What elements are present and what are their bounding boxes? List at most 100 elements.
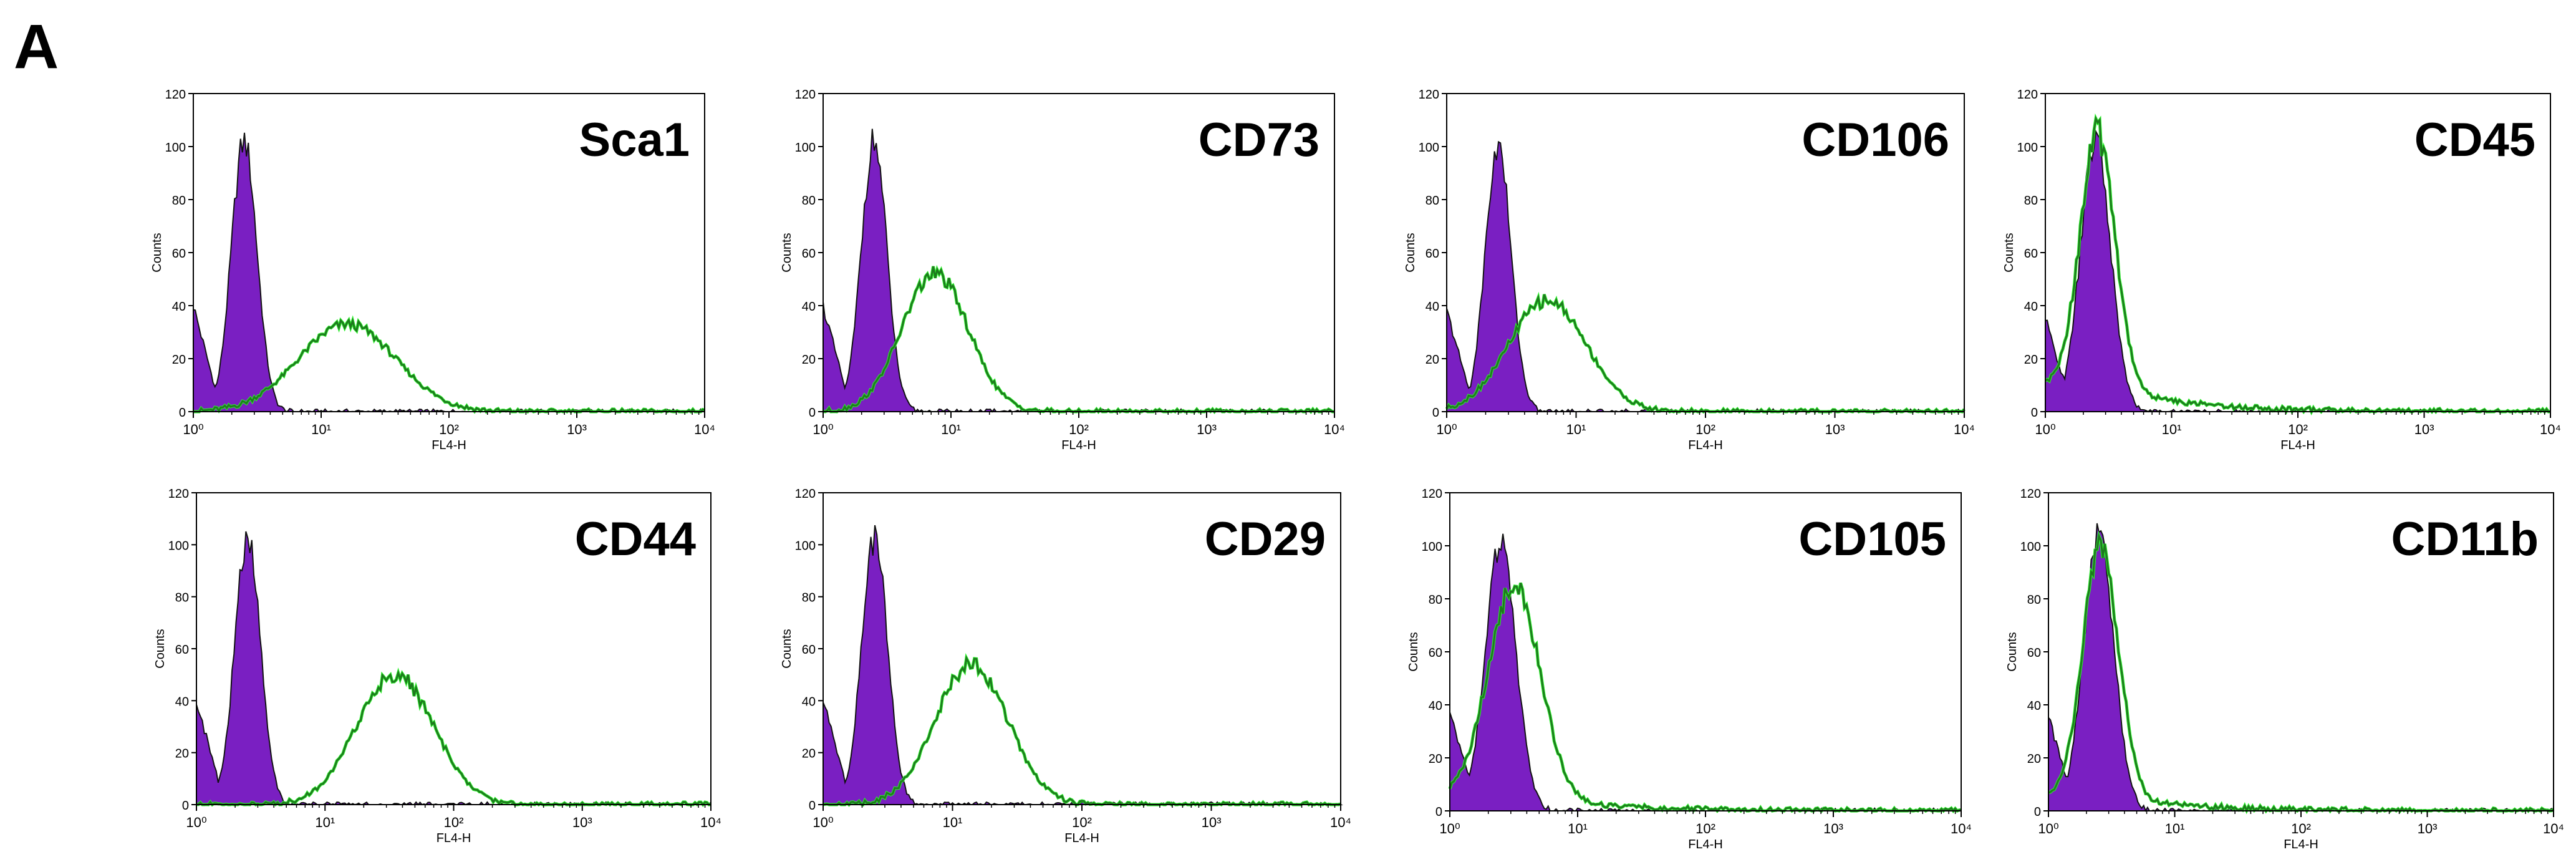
x-axis-label: FL4-H — [1064, 831, 1099, 845]
y-axis-label: Counts — [1404, 233, 1417, 272]
x-tick-label: 10⁴ — [700, 815, 721, 830]
y-tick-label: 20 — [175, 747, 189, 761]
y-tick-label: 60 — [802, 643, 816, 657]
panel-label: A — [14, 12, 59, 82]
x-tick-label: 10⁰ — [2038, 821, 2058, 836]
marker-title: CD44 — [575, 513, 696, 566]
x-tick-label: 10⁴ — [694, 422, 715, 437]
histogram-panel-cd73: 0 20 40 60 80 100 120 10⁰ 10¹ 10² 10³ 10⁴ FL4-H Count… — [780, 88, 1345, 452]
isotype-control-histogram — [1449, 533, 1962, 812]
y-tick-label: 120 — [165, 88, 186, 102]
y-tick-label: 20 — [1425, 353, 1439, 367]
y-axis-label: Counts — [2005, 632, 2019, 671]
x-axis-label: FL4-H — [2284, 838, 2318, 851]
y-tick-label: 40 — [2027, 699, 2041, 713]
y-axis-label: Counts — [150, 233, 164, 272]
stained-histogram-line — [822, 655, 1341, 806]
y-tick-label: 60 — [2027, 646, 2041, 660]
y-tick-label: 100 — [795, 141, 816, 155]
marker-title: Sca1 — [579, 114, 690, 167]
histogram-panel-cd45: 0 20 40 60 80 100 120 10⁰ 10¹ 10² 10³ 10⁴ FL4-H Count… — [2002, 88, 2561, 452]
x-tick-label: 10³ — [1197, 422, 1217, 437]
y-tick-label: 0 — [179, 406, 186, 420]
x-tick-label: 10² — [439, 422, 459, 437]
y-tick-label: 0 — [809, 406, 816, 420]
y-axis-label: Counts — [780, 629, 794, 668]
y-axis-label: Counts — [1407, 632, 1421, 671]
y-tick-label: 20 — [2024, 353, 2038, 367]
y-tick-label: 20 — [802, 353, 816, 367]
y-tick-label: 20 — [802, 747, 816, 761]
x-tick-label: 10⁴ — [2540, 422, 2561, 437]
y-tick-label: 80 — [802, 194, 816, 208]
y-tick-label: 0 — [1435, 805, 1442, 819]
x-tick-label: 10³ — [2418, 821, 2438, 836]
y-tick-label: 80 — [172, 194, 186, 208]
x-tick-label: 10³ — [1825, 422, 1845, 437]
x-axis-label: FL4-H — [437, 831, 471, 845]
isotype-control-histogram — [2048, 523, 2554, 813]
y-tick-label: 80 — [2027, 593, 2041, 607]
x-tick-label: 10¹ — [2162, 422, 2182, 437]
x-tick-label: 10⁰ — [186, 815, 206, 830]
x-tick-label: 10² — [1069, 422, 1089, 437]
x-tick-label: 10¹ — [311, 422, 331, 437]
x-tick-label: 10¹ — [315, 815, 335, 830]
marker-title: CD29 — [1205, 513, 1326, 566]
x-tick-label: 10² — [1696, 422, 1715, 437]
y-tick-label: 60 — [175, 643, 189, 657]
x-tick-label: 10⁴ — [1951, 821, 1972, 836]
x-tick-label: 10² — [2291, 821, 2311, 836]
y-axis-label: Counts — [2002, 233, 2016, 272]
x-tick-label: 10² — [2288, 422, 2308, 437]
y-tick-label: 100 — [2020, 540, 2041, 554]
x-tick-label: 10⁰ — [2035, 422, 2055, 437]
x-tick-label: 10⁰ — [183, 422, 203, 437]
isotype-control-histogram — [822, 128, 1335, 413]
x-axis-label: FL4-H — [1688, 438, 1723, 452]
y-tick-label: 120 — [2017, 88, 2038, 102]
y-tick-label: 0 — [182, 799, 189, 813]
y-tick-label: 100 — [1422, 540, 1442, 554]
x-axis-label: FL4-H — [2280, 438, 2315, 452]
x-tick-label: 10⁴ — [1324, 422, 1345, 437]
y-tick-label: 120 — [2020, 487, 2041, 501]
y-tick-label: 120 — [795, 487, 816, 501]
histogram-panel-cd11b: 0 20 40 60 80 100 120 10⁰ 10¹ 10² 10³ 10⁴ FL4-H Count… — [2005, 487, 2564, 851]
y-tick-label: 40 — [1429, 699, 1442, 713]
y-tick-label: 0 — [809, 799, 816, 813]
y-tick-label: 100 — [1419, 141, 1439, 155]
y-tick-label: 40 — [172, 300, 186, 314]
y-tick-label: 0 — [1432, 406, 1439, 420]
y-tick-label: 60 — [1425, 247, 1439, 261]
y-tick-label: 100 — [165, 141, 186, 155]
y-tick-label: 0 — [2034, 805, 2041, 819]
histogram-panel-sca1: 0 20 40 60 80 100 120 10⁰ 10¹ 10² 10³ 10⁴ FL4-H Count… — [150, 88, 715, 452]
y-tick-label: 100 — [795, 539, 816, 553]
x-axis-label: FL4-H — [432, 438, 466, 452]
x-tick-label: 10³ — [1202, 815, 1222, 830]
x-tick-label: 10¹ — [2165, 821, 2185, 836]
y-tick-label: 0 — [2031, 406, 2038, 420]
histogram-panel-cd105: 0 20 40 60 80 100 120 10⁰ 10¹ 10² 10³ 10⁴ FL4-H Count… — [1407, 487, 1972, 851]
histogram-panel-cd44: 0 20 40 60 80 100 120 10⁰ 10¹ 10² 10³ 10⁴ FL4-H Count… — [153, 487, 721, 845]
x-tick-label: 10¹ — [943, 815, 963, 830]
x-tick-label: 10² — [1072, 815, 1092, 830]
y-tick-label: 80 — [175, 591, 189, 605]
y-tick-label: 40 — [175, 695, 189, 709]
x-tick-label: 10¹ — [1568, 821, 1588, 836]
x-tick-label: 10⁴ — [1330, 815, 1351, 830]
x-tick-label: 10³ — [2414, 422, 2434, 437]
y-tick-label: 20 — [1429, 752, 1442, 766]
y-tick-label: 60 — [1429, 646, 1442, 660]
isotype-control-histogram — [193, 132, 705, 413]
x-tick-label: 10² — [1696, 821, 1715, 836]
y-tick-label: 40 — [802, 300, 816, 314]
x-tick-label: 10⁰ — [813, 815, 833, 830]
x-tick-label: 10⁰ — [1436, 422, 1457, 437]
marker-title: CD73 — [1199, 114, 1319, 167]
x-tick-label: 10³ — [1823, 821, 1843, 836]
y-tick-label: 80 — [1425, 194, 1439, 208]
y-tick-label: 100 — [168, 539, 189, 553]
x-tick-label: 10² — [444, 815, 464, 830]
